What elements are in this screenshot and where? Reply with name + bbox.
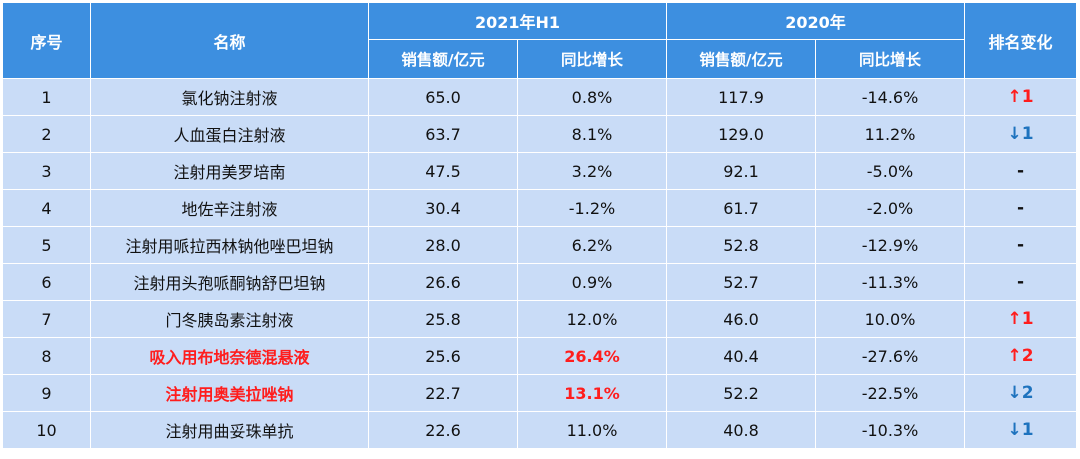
table-row: 10 注射用曲妥珠单抗 22.6 11.0% 40.8 -10.3% ↓1 xyxy=(2,411,1077,449)
cell-sales-2021: 25.8 xyxy=(368,300,518,338)
cell-rank-change: ↓1 xyxy=(964,411,1077,449)
sales-ranking-table-container: 序号 名称 2021年H1 2020年 排名变化 销售额/亿元 同比增长 销售额… xyxy=(2,2,1077,449)
cell-sales-2020: 52.8 xyxy=(666,226,816,264)
cell-growth-2021: 3.2% xyxy=(517,152,667,190)
cell-rank-change: ↓1 xyxy=(964,115,1077,153)
table-row: 2 人血蛋白注射液 63.7 8.1% 129.0 11.2% ↓1 xyxy=(2,115,1077,153)
table-row: 1 氯化钠注射液 65.0 0.8% 117.9 -14.6% ↑1 xyxy=(2,78,1077,116)
table-row: 8 吸入用布地奈德混悬液 25.6 26.4% 40.4 -27.6% ↑2 xyxy=(2,337,1077,375)
cell-sales-2021: 65.0 xyxy=(368,78,518,116)
table-row: 9 注射用奥美拉唑钠 22.7 13.1% 52.2 -22.5% ↓2 xyxy=(2,374,1077,412)
cell-growth-2021: 11.0% xyxy=(517,411,667,449)
cell-rank-change: ↑1 xyxy=(964,78,1077,116)
cell-name: 氯化钠注射液 xyxy=(90,78,369,116)
cell-name: 地佐辛注射液 xyxy=(90,189,369,227)
cell-rank-change: - xyxy=(964,189,1077,227)
cell-sales-2020: 117.9 xyxy=(666,78,816,116)
cell-rank-change: ↑1 xyxy=(964,300,1077,338)
cell-growth-2021: 13.1% xyxy=(517,374,667,412)
cell-rank: 2 xyxy=(2,115,91,153)
header-sales-2020: 销售额/亿元 xyxy=(666,39,816,79)
cell-sales-2021: 30.4 xyxy=(368,189,518,227)
table-row: 4 地佐辛注射液 30.4 -1.2% 61.7 -2.0% - xyxy=(2,189,1077,227)
cell-growth-2021: 8.1% xyxy=(517,115,667,153)
header-period-2021h1: 2021年H1 xyxy=(368,2,667,40)
cell-rank: 8 xyxy=(2,337,91,375)
cell-growth-2020: 11.2% xyxy=(815,115,965,153)
header-growth-2020: 同比增长 xyxy=(815,39,965,79)
cell-growth-2020: -27.6% xyxy=(815,337,965,375)
header-name: 名称 xyxy=(90,2,369,79)
cell-name: 注射用曲妥珠单抗 xyxy=(90,411,369,449)
cell-name: 注射用哌拉西林钠他唑巴坦钠 xyxy=(90,226,369,264)
cell-sales-2020: 40.8 xyxy=(666,411,816,449)
header-growth-2021: 同比增长 xyxy=(517,39,667,79)
cell-growth-2020: -2.0% xyxy=(815,189,965,227)
cell-sales-2021: 63.7 xyxy=(368,115,518,153)
sales-ranking-table: 序号 名称 2021年H1 2020年 排名变化 销售额/亿元 同比增长 销售额… xyxy=(2,2,1077,449)
cell-growth-2020: -22.5% xyxy=(815,374,965,412)
cell-rank: 9 xyxy=(2,374,91,412)
cell-sales-2021: 47.5 xyxy=(368,152,518,190)
cell-growth-2020: 10.0% xyxy=(815,300,965,338)
cell-sales-2021: 28.0 xyxy=(368,226,518,264)
cell-rank: 1 xyxy=(2,78,91,116)
cell-sales-2020: 92.1 xyxy=(666,152,816,190)
cell-name: 人血蛋白注射液 xyxy=(90,115,369,153)
cell-name: 吸入用布地奈德混悬液 xyxy=(90,337,369,375)
cell-rank-change: - xyxy=(964,226,1077,264)
cell-sales-2020: 52.7 xyxy=(666,263,816,301)
cell-sales-2020: 40.4 xyxy=(666,337,816,375)
header-sales-2021: 销售额/亿元 xyxy=(368,39,518,79)
table-row: 5 注射用哌拉西林钠他唑巴坦钠 28.0 6.2% 52.8 -12.9% - xyxy=(2,226,1077,264)
header-rank: 序号 xyxy=(2,2,91,79)
cell-rank-change: - xyxy=(964,263,1077,301)
cell-rank: 7 xyxy=(2,300,91,338)
cell-growth-2021: 6.2% xyxy=(517,226,667,264)
header-row-top: 序号 名称 2021年H1 2020年 排名变化 xyxy=(2,2,1077,79)
cell-growth-2021: 26.4% xyxy=(517,337,667,375)
table-row: 6 注射用头孢哌酮钠舒巴坦钠 26.6 0.9% 52.7 -11.3% - xyxy=(2,263,1077,301)
header-row-sub: 销售额/亿元 同比增长 销售额/亿元 同比增长 xyxy=(3,39,1077,79)
cell-growth-2020: -12.9% xyxy=(815,226,965,264)
cell-rank: 3 xyxy=(2,152,91,190)
cell-rank: 6 xyxy=(2,263,91,301)
cell-name: 注射用奥美拉唑钠 xyxy=(90,374,369,412)
cell-sales-2020: 46.0 xyxy=(666,300,816,338)
cell-sales-2021: 22.7 xyxy=(368,374,518,412)
cell-sales-2020: 52.2 xyxy=(666,374,816,412)
cell-growth-2020: -5.0% xyxy=(815,152,965,190)
cell-growth-2021: -1.2% xyxy=(517,189,667,227)
cell-sales-2020: 61.7 xyxy=(666,189,816,227)
header-rank-change: 排名变化 xyxy=(964,2,1077,79)
cell-rank-change: ↓2 xyxy=(964,374,1077,412)
cell-rank: 10 xyxy=(2,411,91,449)
header-period-2020: 2020年 xyxy=(666,2,965,40)
cell-rank-change: - xyxy=(964,152,1077,190)
cell-growth-2020: -10.3% xyxy=(815,411,965,449)
table-body: 1 氯化钠注射液 65.0 0.8% 117.9 -14.6% ↑1 2 人血蛋白注射液 63.7… xyxy=(2,78,1077,449)
cell-rank: 5 xyxy=(2,226,91,264)
cell-growth-2021: 0.8% xyxy=(517,78,667,116)
cell-rank-change: ↑2 xyxy=(964,337,1077,375)
cell-growth-2020: -14.6% xyxy=(815,78,965,116)
cell-sales-2021: 22.6 xyxy=(368,411,518,449)
cell-sales-2021: 26.6 xyxy=(368,263,518,301)
cell-name: 门冬胰岛素注射液 xyxy=(90,300,369,338)
cell-sales-2021: 25.6 xyxy=(368,337,518,375)
cell-name: 注射用美罗培南 xyxy=(90,152,369,190)
table-row: 3 注射用美罗培南 47.5 3.2% 92.1 -5.0% - xyxy=(2,152,1077,190)
cell-sales-2020: 129.0 xyxy=(666,115,816,153)
table-row: 7 门冬胰岛素注射液 25.8 12.0% 46.0 10.0% ↑1 xyxy=(2,300,1077,338)
cell-growth-2020: -11.3% xyxy=(815,263,965,301)
cell-growth-2021: 0.9% xyxy=(517,263,667,301)
cell-growth-2021: 12.0% xyxy=(517,300,667,338)
cell-name: 注射用头孢哌酮钠舒巴坦钠 xyxy=(90,263,369,301)
cell-rank: 4 xyxy=(2,189,91,227)
